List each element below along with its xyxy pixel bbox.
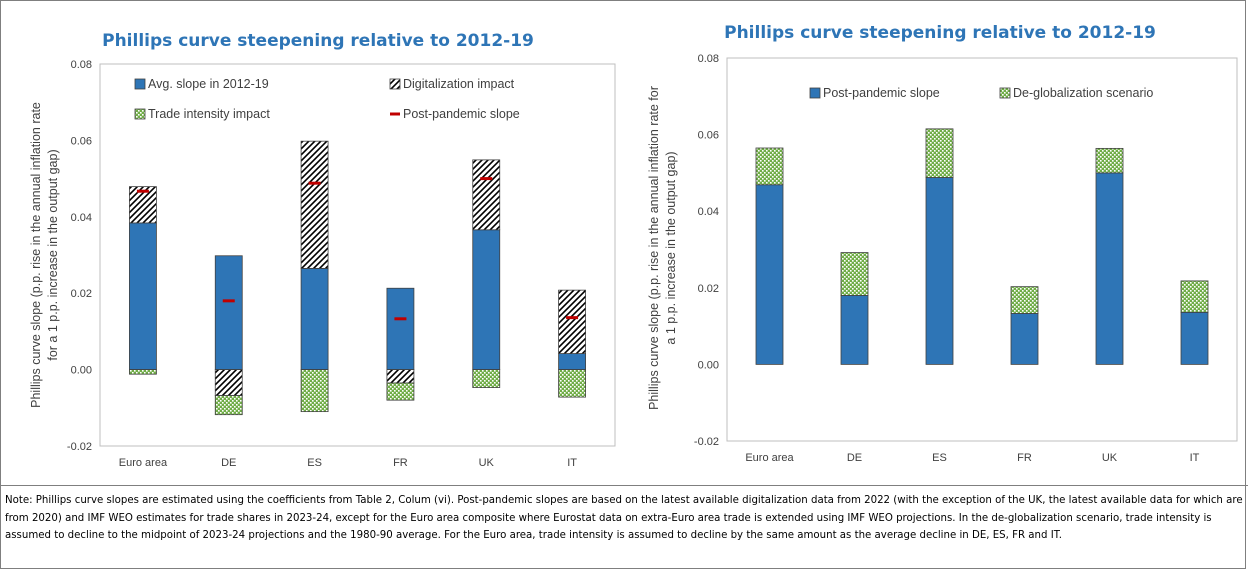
x-tick-label: DE xyxy=(847,452,862,464)
chart-note: Note: Phillips curve slopes are estimate… xyxy=(5,495,1243,541)
bar-segment xyxy=(214,395,243,416)
bar-segment xyxy=(300,369,329,413)
y-tick-label: 0.00 xyxy=(698,359,719,371)
y-axis-label: Phillips curve slope (p.p. rise in the a… xyxy=(647,86,661,410)
bar-segment xyxy=(472,229,501,370)
legend-swatch xyxy=(999,87,1011,99)
bar-segment xyxy=(1180,311,1209,365)
y-axis-label: for a 1 p.p. increase in the output gap) xyxy=(46,149,60,360)
chart-title: Phillips curve steepening relative to 20… xyxy=(102,31,534,51)
bar-segment xyxy=(1010,286,1039,314)
legend-label: Avg. slope in 2012-19 xyxy=(148,77,269,91)
y-tick-label: 0.08 xyxy=(71,59,92,71)
legend-label: Digitalization impact xyxy=(403,77,515,91)
x-tick-label: FR xyxy=(393,457,408,469)
legend-swatch xyxy=(134,108,146,120)
bar-segment xyxy=(386,382,415,401)
legend-swatch xyxy=(809,87,821,99)
y-tick-label: 0.04 xyxy=(698,206,719,218)
bar-segment xyxy=(558,289,586,354)
legend-label: Post-pandemic slope xyxy=(403,107,520,121)
bar-segment xyxy=(755,184,784,365)
bar-segment xyxy=(755,147,784,186)
x-tick-label: ES xyxy=(932,452,947,464)
y-tick-label: 0.06 xyxy=(71,135,92,147)
x-tick-label: Euro area xyxy=(119,457,168,469)
chart-title: Phillips curve steepening relative to 20… xyxy=(724,23,1156,43)
y-tick-label: -0.02 xyxy=(694,436,719,448)
x-tick-label: IT xyxy=(1190,452,1200,464)
y-axis-label: Phillips curve slope (p.p. rise in the a… xyxy=(29,102,43,408)
bar-segment xyxy=(1095,147,1124,174)
bar-segment xyxy=(558,353,586,371)
plot-area xyxy=(726,57,1238,442)
y-tick-label: 0.08 xyxy=(698,53,719,65)
bar-segment xyxy=(925,177,954,365)
bar-segment xyxy=(472,369,501,388)
bar-segment xyxy=(386,369,415,384)
bar-segment xyxy=(1095,172,1124,365)
note-divider xyxy=(0,485,1248,486)
bar-segment xyxy=(214,369,243,396)
legend-swatch xyxy=(134,78,146,90)
bar-segment xyxy=(840,295,869,365)
x-tick-label: DE xyxy=(221,457,236,469)
y-axis-label: a 1 p.p. increase in the output gap) xyxy=(664,151,678,344)
legend-label: De-globalization scenario xyxy=(1013,86,1153,100)
plot-area xyxy=(99,63,616,447)
x-tick-label: IT xyxy=(567,457,577,469)
x-tick-label: ES xyxy=(307,457,322,469)
bar-segment xyxy=(472,159,501,231)
bar-segment xyxy=(1010,313,1039,365)
x-tick-label: FR xyxy=(1017,452,1032,464)
y-tick-label: 0.04 xyxy=(71,212,92,224)
y-tick-label: 0.00 xyxy=(71,365,92,377)
bar-segment xyxy=(386,287,415,371)
bar-segment xyxy=(925,128,954,178)
x-tick-label: Euro area xyxy=(745,452,794,464)
bar-segment xyxy=(840,252,869,296)
charts-canvas: Phillips curve steepening relative to 20… xyxy=(29,23,1238,469)
bar-segment xyxy=(129,369,157,375)
y-tick-label: 0.02 xyxy=(698,283,719,295)
bar-segment xyxy=(558,369,586,398)
legend-label: Trade intensity impact xyxy=(148,107,270,121)
bar-segment xyxy=(1180,280,1209,313)
legend-label: Post-pandemic slope xyxy=(823,86,940,100)
y-tick-label: 0.06 xyxy=(698,130,719,142)
legend-swatch xyxy=(389,78,401,90)
bar-segment xyxy=(129,222,157,371)
y-tick-label: 0.02 xyxy=(71,288,92,300)
x-tick-label: UK xyxy=(479,457,495,469)
x-tick-label: UK xyxy=(1102,452,1118,464)
bar-segment xyxy=(300,267,329,370)
y-tick-label: -0.02 xyxy=(67,441,92,453)
bar-segment xyxy=(214,255,243,371)
bar-segment xyxy=(300,140,329,269)
